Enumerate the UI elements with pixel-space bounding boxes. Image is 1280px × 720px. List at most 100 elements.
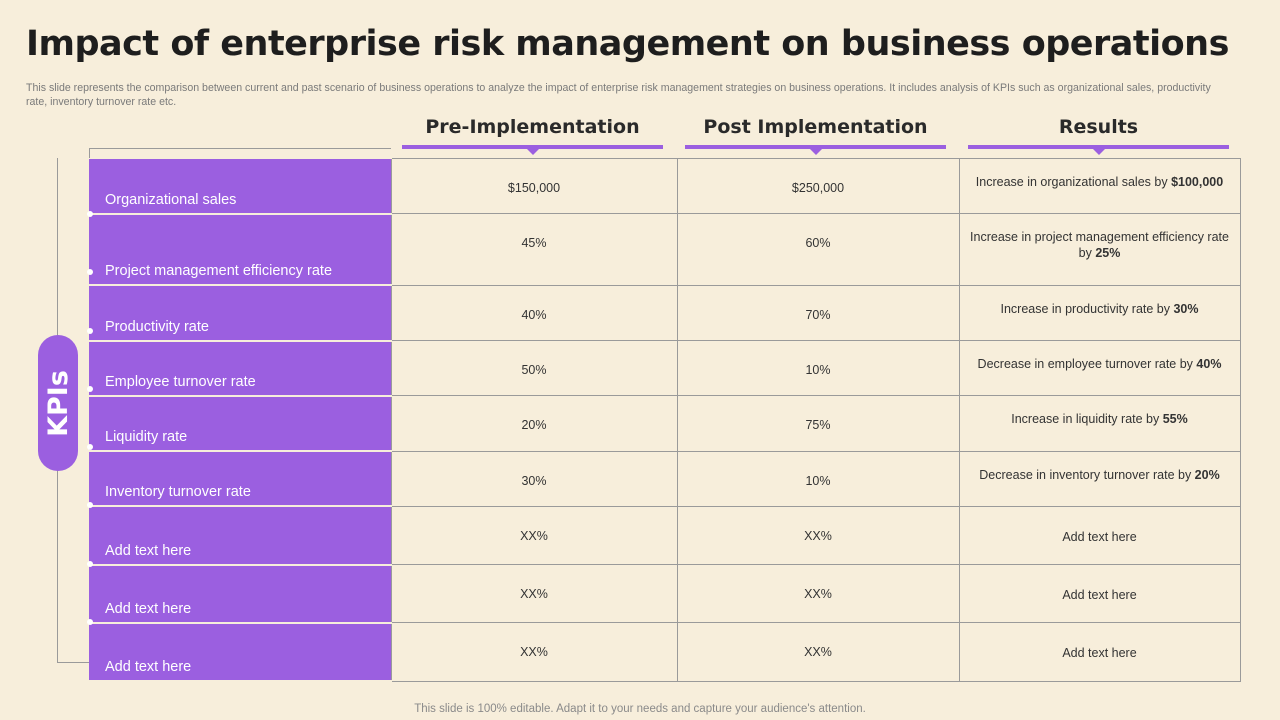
row-connector-dot: [87, 385, 93, 392]
kpi-name: Organizational sales: [105, 191, 237, 208]
kpi-name: Inventory turnover rate: [105, 484, 251, 501]
pre-implementation-value: 50%: [521, 363, 547, 378]
pre-implementation-cell: 20%: [390, 395, 678, 452]
column-header-label: Results: [1058, 116, 1139, 138]
kpi-name-cell: Add text here: [89, 622, 391, 683]
column-header-pre: Pre-Implementation: [402, 114, 663, 155]
table-row: Project management efficiency rate 45% 60%…: [89, 213, 1241, 287]
result-description: Increase in productivity rate by: [1000, 301, 1174, 316]
result-amount: 25%: [1095, 246, 1121, 261]
result-cell: Increase in liquidity rate by 55%: [958, 395, 1241, 452]
kpi-name: Add text here: [105, 542, 192, 559]
post-implementation-cell: XX%: [676, 505, 960, 566]
result-amount: 40%: [1196, 357, 1222, 372]
result-amount: 55%: [1162, 412, 1188, 427]
pre-implementation-cell: 50%: [390, 340, 678, 397]
post-implementation-cell: XX%: [676, 622, 960, 682]
kpi-name-cell: Organizational sales: [89, 157, 391, 215]
row-connector-dot: [87, 560, 93, 567]
result-description: Decrease in inventory turnover rate by: [979, 467, 1195, 482]
post-implementation-value: 60%: [805, 236, 831, 251]
post-implementation-cell: 10%: [676, 450, 960, 507]
pre-implementation-cell: $150,000: [390, 157, 678, 215]
kpis-label: KPIs: [42, 369, 74, 437]
table-row: Organizational sales $150,000 $250,000 Incr…: [89, 157, 1241, 215]
post-implementation-cell: $250,000: [676, 157, 960, 215]
row-connector-dot: [87, 618, 93, 625]
post-implementation-cell: XX%: [676, 564, 960, 624]
result-amount: $100,000: [1171, 175, 1224, 189]
kpi-name-cell: Liquidity rate: [89, 395, 391, 453]
result-description: Increase in liquidity rate by: [1011, 412, 1163, 427]
result-text: Increase in organizational sales by $100…: [960, 159, 1240, 190]
column-header-results: Results: [968, 114, 1229, 155]
result-cell: Increase in project management efficienc…: [958, 213, 1241, 286]
pre-implementation-value: 45%: [521, 236, 547, 251]
post-implementation-cell: 10%: [676, 340, 960, 397]
result-text: Increase in liquidity rate by 55%: [960, 396, 1240, 427]
pre-implementation-cell: XX%: [390, 505, 678, 566]
result-cell: Add text here: [958, 564, 1241, 624]
kpi-name-cell: Employee turnover rate: [89, 340, 391, 397]
table-row: Employee turnover rate 50% 10% Decrease in …: [89, 340, 1241, 397]
kpi-name: Productivity rate: [105, 318, 209, 335]
pre-implementation-cell: 40%: [390, 284, 678, 342]
column-header-pointer: [525, 148, 540, 155]
post-implementation-value: $250,000: [791, 181, 845, 195]
column-header-bar: [968, 145, 1229, 149]
table-row: Add text here XX% XX% Add text here: [89, 564, 1241, 624]
divider: [89, 148, 90, 158]
post-implementation-cell: 75%: [676, 395, 960, 452]
kpi-name-cell: Productivity rate: [89, 284, 391, 342]
page-title: Impact of enterprise risk management on …: [26, 24, 1229, 64]
result-text: Add text here: [960, 507, 1240, 545]
result-cell: Increase in productivity rate by 30%: [958, 284, 1241, 342]
result-text: Decrease in employee turnover rate by 40…: [960, 341, 1240, 372]
kpi-name: Add text here: [105, 659, 192, 675]
pre-implementation-cell: 30%: [390, 450, 678, 507]
post-implementation-value: 10%: [805, 363, 831, 378]
result-cell: Decrease in inventory turnover rate by 2…: [958, 450, 1241, 507]
post-implementation-value: 70%: [805, 307, 831, 322]
pre-implementation-value: 20%: [521, 418, 547, 433]
pre-implementation-value: XX%: [520, 528, 548, 543]
kpi-name-cell: Project management efficiency rate: [89, 213, 391, 287]
column-header-post: Post Implementation: [685, 114, 946, 155]
result-description: Add text here: [1062, 529, 1137, 544]
column-header-label: Pre-Implementation: [425, 116, 640, 138]
row-connector-dot: [87, 502, 93, 509]
pre-implementation-value: XX%: [520, 645, 548, 660]
column-header-bar: [685, 145, 946, 149]
column-header-pointer: [808, 148, 823, 155]
column-header-bar: [402, 145, 663, 149]
result-text: Increase in productivity rate by 30%: [960, 286, 1240, 317]
kpi-name: Project management efficiency rate: [105, 263, 333, 280]
result-text: Decrease in inventory turnover rate by 2…: [960, 452, 1240, 483]
kpis-label-pill: KPIs: [38, 335, 78, 471]
kpi-name: Employee turnover rate: [105, 373, 256, 390]
result-description: Increase in project management efficienc…: [970, 230, 1229, 261]
result-cell: Increase in organizational sales by $100…: [958, 157, 1241, 215]
column-header-label: Post Implementation: [703, 116, 928, 138]
column-header-pointer: [1091, 148, 1106, 155]
result-text: Add text here: [960, 623, 1240, 661]
result-amount: 20%: [1194, 467, 1220, 482]
kpi-bracket-tick: [57, 662, 89, 663]
post-implementation-value: XX%: [804, 645, 832, 660]
post-implementation-value: XX%: [804, 528, 832, 543]
result-description: Decrease in employee turnover rate by: [977, 357, 1197, 372]
result-cell: Add text here: [958, 505, 1241, 566]
pre-implementation-value: 40%: [521, 307, 547, 322]
result-amount: 30%: [1173, 301, 1199, 316]
pre-implementation-cell: XX%: [390, 622, 678, 682]
kpi-name-cell: Inventory turnover rate: [89, 450, 391, 508]
result-description: Increase in organizational sales by: [975, 175, 1172, 189]
table-row: Productivity rate 40% 70% Increase in produ…: [89, 284, 1241, 342]
kpi-name-cell: Add text here: [89, 505, 391, 566]
row-connector-dot: [87, 211, 93, 218]
pre-implementation-cell: 45%: [390, 213, 678, 286]
kpi-table: Organizational sales $150,000 $250,000 Incr…: [89, 157, 1241, 683]
result-cell: Add text here: [958, 622, 1241, 682]
result-cell: Decrease in employee turnover rate by 40…: [958, 340, 1241, 397]
kpi-name-cell: Add text here: [89, 564, 391, 624]
